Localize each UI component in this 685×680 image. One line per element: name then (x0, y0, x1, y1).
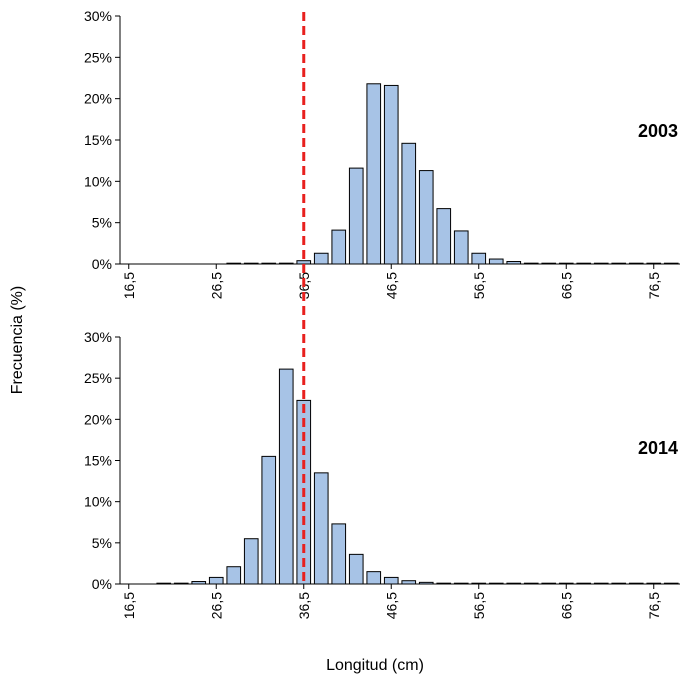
x-tick-label: 46,5 (383, 592, 399, 619)
y-tick-label: 0% (92, 256, 112, 272)
histogram-bar (261, 455, 277, 585)
histogram-bar (313, 252, 329, 265)
y-tick-label: 30% (84, 329, 112, 345)
histogram-bar (331, 523, 347, 585)
histogram-bar (331, 229, 347, 265)
y-tick-label: 30% (84, 8, 112, 24)
y-tick-label: 10% (84, 173, 112, 189)
x-tick-label: 56,5 (471, 272, 487, 299)
y-tick-label: 0% (92, 576, 112, 592)
y-tick-label: 20% (84, 411, 112, 427)
y-tick-label: 15% (84, 132, 112, 148)
histogram-bar (366, 83, 382, 265)
x-tick-label: 66,5 (558, 272, 574, 299)
x-tick-label: 66,5 (558, 592, 574, 619)
histogram-bar (348, 167, 364, 265)
histogram-bar (243, 538, 259, 585)
histogram-bar (366, 571, 382, 585)
panel-year-label: 2003 (638, 121, 678, 141)
x-axis-title: Longitud (cm) (326, 657, 424, 674)
y-tick-label: 25% (84, 370, 112, 386)
x-tick-label: 76,5 (646, 272, 662, 299)
histogram-bar (418, 170, 434, 265)
x-tick-label: 76,5 (646, 592, 662, 619)
histogram-bar (436, 208, 452, 265)
y-axis-title: Frecuencia (%) (9, 286, 26, 394)
x-tick-label: 56,5 (471, 592, 487, 619)
histogram-bar (488, 258, 504, 265)
histogram-bar (471, 252, 487, 265)
histogram-bar (278, 368, 294, 585)
y-tick-label: 20% (84, 91, 112, 107)
x-tick-label: 16,5 (121, 272, 137, 299)
y-tick-label: 5% (92, 215, 112, 231)
panel-2014: 0% 5% 10% 15% 20% 25% 30% 16,5 26,5 36,5 46,5 56,5 6… (84, 329, 680, 619)
histogram-bar (208, 576, 224, 585)
histogram-bar (383, 84, 399, 265)
panel-year-label: 2014 (638, 438, 678, 458)
x-tick-label: 16,5 (121, 592, 137, 619)
x-tick-label: 26,5 (208, 592, 224, 619)
histogram-bar (401, 142, 417, 265)
y-tick-label: 25% (84, 49, 112, 65)
x-tick-label: 46,5 (383, 272, 399, 299)
y-tick-label: 15% (84, 453, 112, 469)
y-tick-label: 5% (92, 535, 112, 551)
panel-2003: 0%5%10%15%20%25%30%16,526,536,546,556,56… (84, 8, 680, 299)
histogram-bar (383, 576, 399, 585)
histogram-bar (226, 566, 242, 585)
histogram-bar (313, 472, 329, 585)
x-tick-label: 36,5 (296, 592, 312, 619)
y-tick-label: 10% (84, 494, 112, 510)
x-tick-label: 26,5 (208, 272, 224, 299)
histogram-bar (453, 230, 469, 265)
histogram-bar (348, 553, 364, 585)
